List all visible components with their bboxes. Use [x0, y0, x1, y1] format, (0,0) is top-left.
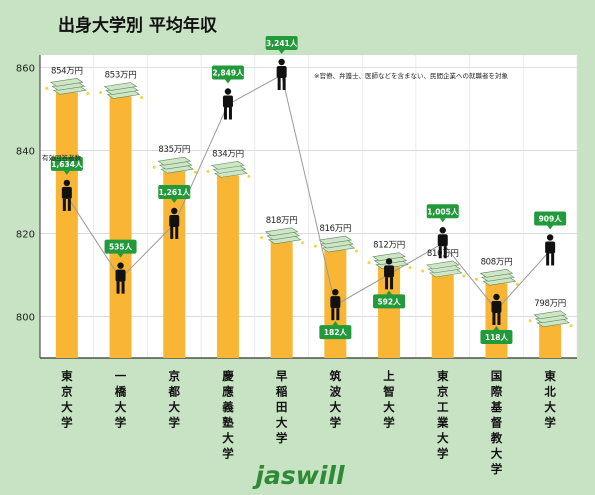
money-stack-icon [528, 310, 573, 328]
category-label: 筑波大学 [330, 369, 342, 430]
person-icon [169, 207, 180, 239]
category-label: 一橋大学 [115, 369, 127, 430]
bar [539, 324, 562, 358]
money-stack-icon [421, 260, 466, 278]
person-icon [384, 258, 395, 290]
svg-text:1,634人: 1,634人 [51, 160, 83, 169]
svg-text:535人: 535人 [109, 243, 133, 252]
bar [431, 274, 454, 358]
value-label: 853万円 [105, 71, 137, 81]
money-stack-icon [206, 161, 251, 178]
category-label: 京都大学 [168, 369, 181, 430]
person-icon [115, 262, 126, 294]
person-icon [276, 58, 287, 90]
respondent-badge: 3,241人 [265, 36, 298, 54]
svg-text:2,849人: 2,849人 [212, 68, 244, 77]
y-tick-label: 860 [16, 63, 35, 74]
category-label: 東京工業大学 [436, 369, 449, 461]
y-tick-label: 840 [16, 146, 35, 157]
money-stack-icon [152, 156, 197, 174]
chart-note: ※官僚、弁護士、医師などを含まない、民間企業への就職者を対象 [314, 71, 508, 80]
respondent-badge: 2,849人 [211, 65, 244, 84]
respondent-markers [61, 58, 556, 325]
y-tick-label: 820 [16, 229, 35, 240]
plot-area: 1,634人 535人 1,261人 2,849人 3,241人 182人 592人 1,00… [39, 36, 578, 359]
bar [216, 175, 239, 358]
x-axis-categories: 東京大学 一橋大学 京都大学 慶應義塾大学 早稲田大学 筑波大学 上智大学 東京工業大学 国際基… [61, 369, 556, 476]
category-label: 慶應義塾大学 [222, 369, 234, 461]
respondent-badge: 909人 [534, 211, 567, 230]
category-label: 早稲田大学 [276, 369, 288, 445]
svg-text:592人: 592人 [377, 297, 401, 306]
person-icon [437, 227, 448, 259]
svg-text:3,241人: 3,241人 [266, 39, 298, 48]
value-label: 854万円 [51, 66, 83, 76]
bar [55, 92, 78, 358]
svg-text:182人: 182人 [324, 328, 348, 337]
value-label: 816万円 [319, 224, 351, 234]
respondents-label: 有効回答者数 [42, 153, 82, 162]
value-label: 798万円 [534, 299, 566, 309]
value-label: 810万円 [427, 249, 459, 259]
person-icon [330, 288, 341, 321]
category-label: 国際基督教大学 [490, 369, 503, 476]
person-icon [61, 179, 72, 211]
respondent-badge: 1,634人 [50, 156, 83, 175]
brand-logo: jaswill [251, 461, 345, 490]
respondent-badge: 1,005人 [426, 204, 459, 223]
money-stack-icon [260, 227, 305, 245]
money-stack-icon [45, 78, 90, 95]
bar [270, 241, 293, 358]
svg-text:909人: 909人 [539, 214, 563, 223]
respondent-badge: 1,261人 [158, 184, 191, 203]
bars [55, 92, 562, 359]
bar [109, 96, 132, 359]
bar [163, 171, 186, 358]
category-label: 東京大学 [61, 369, 73, 430]
svg-text:1,261人: 1,261人 [159, 188, 191, 197]
category-label: 上智大学 [383, 369, 395, 430]
respondent-badge: 592人 [373, 290, 406, 309]
value-label: 835万円 [158, 145, 190, 155]
money-stack-icon [313, 235, 358, 253]
svg-text:1,005人: 1,005人 [427, 207, 459, 216]
category-label: 東北大学 [544, 369, 556, 430]
respondent-badge: 535人 [104, 239, 137, 258]
respondent-badges: 1,634人 535人 1,261人 2,849人 3,241人 182人 592人 1,00… [50, 36, 567, 344]
svg-text:118人: 118人 [485, 333, 509, 342]
person-icon [545, 234, 556, 266]
value-label: 812万円 [373, 241, 405, 251]
y-tick-label: 800 [16, 312, 35, 323]
respondent-badge: 182人 [319, 321, 352, 340]
person-icon [491, 293, 502, 325]
y-axis: 800 820 840 860 [16, 63, 35, 323]
chart-title: 出身大学別 平均年収 [58, 15, 218, 36]
respondent-line [66, 74, 551, 311]
respondent-badge: 118人 [480, 326, 513, 344]
person-icon [222, 88, 233, 120]
value-label: 818万円 [266, 216, 298, 226]
value-label: 808万円 [481, 257, 513, 267]
value-label: 834万円 [212, 149, 244, 159]
money-stack-icon [99, 82, 144, 100]
money-stack-icon [474, 268, 519, 286]
bar [378, 266, 401, 358]
value-labels: 854万円 853万円 835万円 834万円 818万円 816万円 812万円 810万円… [51, 66, 566, 308]
